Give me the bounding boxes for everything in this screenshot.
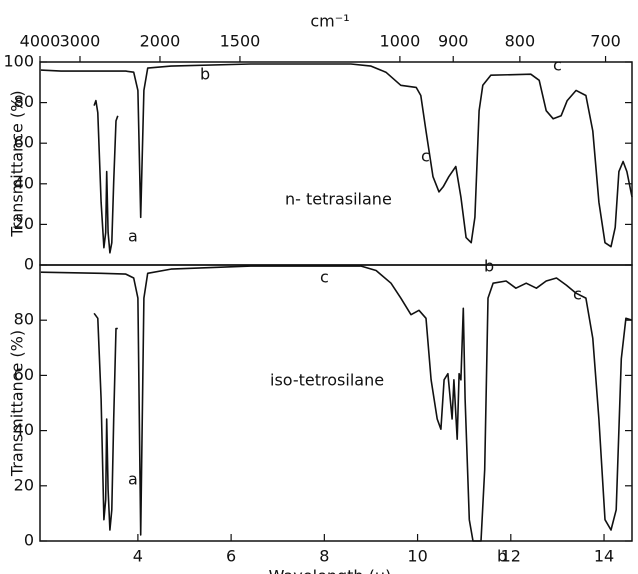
spectrum-line bbox=[40, 265, 633, 542]
y-tick-label: 40 bbox=[14, 173, 34, 192]
x2-tick-label: 900 bbox=[438, 32, 469, 51]
y-tick-label: 80 bbox=[14, 310, 34, 329]
y-tick-label: 60 bbox=[14, 133, 34, 152]
annotation: c bbox=[573, 285, 582, 304]
annotation: c bbox=[320, 268, 329, 287]
y-tick-label: 20 bbox=[14, 475, 34, 494]
annotation: c bbox=[421, 147, 430, 166]
x2-tick-label: 700 bbox=[590, 32, 621, 51]
x2-tick-label: 2000 bbox=[140, 32, 181, 51]
x2-axis-label: cm⁻¹ bbox=[310, 12, 349, 31]
y-tick-label: 60 bbox=[14, 365, 34, 384]
y-tick-label: 100 bbox=[3, 52, 34, 71]
y-tick-label: 40 bbox=[14, 420, 34, 439]
y-tick-label: 0 bbox=[24, 531, 34, 550]
plot-frame bbox=[39, 264, 633, 542]
annotation: b bbox=[497, 547, 507, 566]
x2-tick-label: 1500 bbox=[220, 32, 261, 51]
x-tick-label: 4 bbox=[133, 547, 143, 566]
y-axis-label: Transmittance (%) bbox=[8, 330, 27, 477]
annotation: b bbox=[200, 65, 210, 84]
y-tick-label: 20 bbox=[14, 214, 34, 233]
x2-tick-label: 800 bbox=[505, 32, 536, 51]
x2-tick-label: 1000 bbox=[380, 32, 421, 51]
x-tick-label: 14 bbox=[594, 547, 614, 566]
y-tick-label: 0 bbox=[24, 255, 34, 274]
x-tick-label: 10 bbox=[407, 547, 427, 566]
x-axis-label: Wavelength (μ) bbox=[269, 567, 392, 574]
x-tick-label: 8 bbox=[319, 547, 329, 566]
annotation: a bbox=[128, 470, 138, 489]
x-tick-label: 12 bbox=[501, 547, 521, 566]
x2-tick-label: 4000 bbox=[20, 32, 61, 51]
annotation: iso-tetrosilane bbox=[270, 371, 384, 390]
x-tick-label: 6 bbox=[226, 547, 236, 566]
annotation: c bbox=[553, 56, 562, 75]
x2-tick-label: 3000 bbox=[60, 32, 101, 51]
y-tick-label: 80 bbox=[14, 92, 34, 111]
annotation: a bbox=[128, 227, 138, 246]
annotation: n- tetrasilane bbox=[285, 190, 392, 209]
annotation: b bbox=[484, 257, 494, 276]
y-axis-label: Transmittance (%) bbox=[8, 90, 27, 237]
spectrum-line bbox=[40, 63, 633, 254]
